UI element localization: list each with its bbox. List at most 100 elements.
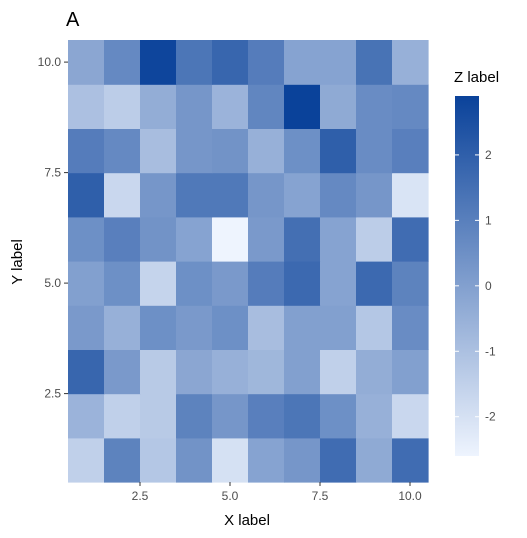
- y-axis-title: Y label: [9, 239, 26, 285]
- heatmap-cell: [392, 216, 429, 262]
- heatmap-cell: [212, 261, 249, 306]
- heatmap-cell: [284, 437, 321, 483]
- heatmap-cell: [212, 128, 249, 174]
- heatmap-cell: [356, 437, 393, 483]
- heatmap-cell: [392, 261, 429, 306]
- heatmap-cell: [320, 393, 357, 439]
- heatmap-cell: [392, 393, 429, 439]
- heatmap-cell: [176, 172, 213, 218]
- y-tick-label: 2.5: [44, 387, 61, 401]
- legend-tick-label: -2: [485, 410, 496, 424]
- heatmap-cell: [140, 349, 177, 395]
- heatmap-cell: [104, 305, 141, 350]
- heatmap-cell: [212, 216, 249, 262]
- heatmap-cell: [284, 305, 321, 350]
- heatmap-cell: [68, 40, 105, 85]
- heatmap-cell: [392, 305, 429, 350]
- heatmap-cell: [104, 349, 141, 395]
- y-axis: 2.5 5.0 7.5 10.0: [38, 55, 68, 401]
- heatmap-cell: [176, 84, 213, 129]
- heatmap-cell: [248, 261, 285, 306]
- heatmap-cell: [68, 349, 105, 395]
- heatmap-cell: [104, 261, 141, 306]
- heatmap-cell: [176, 216, 213, 262]
- heatmap-cell: [140, 393, 177, 439]
- heatmap-cell: [212, 172, 249, 218]
- legend-tick-label: 2: [485, 148, 492, 162]
- heatmap-cell: [140, 84, 177, 129]
- heatmap-cell: [104, 437, 141, 483]
- y-tick-label: 5.0: [44, 276, 61, 290]
- color-legend: Z label 2 1 0 -1 -2: [454, 69, 499, 456]
- heatmap-cell: [392, 128, 429, 174]
- heatmap-cell: [248, 393, 285, 439]
- legend-title: Z label: [454, 69, 499, 86]
- heatmap-cell: [356, 393, 393, 439]
- y-tick-label: 7.5: [44, 166, 61, 180]
- x-tick-label: 5.0: [222, 489, 239, 503]
- heatmap-cell: [68, 172, 105, 218]
- heatmap-cell: [68, 128, 105, 174]
- heatmap-cell: [356, 172, 393, 218]
- heatmap-cell: [248, 84, 285, 129]
- heatmap-cell: [140, 437, 177, 483]
- heatmap-cell: [140, 261, 177, 306]
- heatmap-cell: [392, 437, 429, 483]
- heatmap-cell: [392, 172, 429, 218]
- heatmap-cell: [176, 40, 213, 85]
- legend-tick-label: 1: [485, 213, 492, 227]
- heatmap-cell: [140, 172, 177, 218]
- heatmap-cell: [320, 305, 357, 350]
- legend-tick-label: -1: [485, 344, 496, 358]
- heatmap-cell: [284, 84, 321, 129]
- heatmap-cell: [248, 437, 285, 483]
- heatmap-cell: [176, 349, 213, 395]
- heatmap-cell: [284, 216, 321, 262]
- heatmap-cell: [320, 437, 357, 483]
- legend-tick-label: 0: [485, 279, 492, 293]
- heatmap-cell: [212, 349, 249, 395]
- x-tick-label: 10.0: [398, 489, 422, 503]
- heatmap-cell: [176, 393, 213, 439]
- heatmap-cell: [248, 305, 285, 350]
- y-tick-label: 10.0: [38, 55, 62, 69]
- heatmap-cell: [392, 40, 429, 85]
- heatmap-cell: [104, 393, 141, 439]
- heatmap-cell: [176, 305, 213, 350]
- heatmap-cell: [284, 393, 321, 439]
- heatmap-cell: [104, 172, 141, 218]
- heatmap-cell: [356, 305, 393, 350]
- heatmap-cell: [140, 216, 177, 262]
- heatmap-cell: [356, 40, 393, 85]
- heatmap-cell: [320, 40, 357, 85]
- heatmap-cell: [320, 216, 357, 262]
- x-axis: 2.5 5.0 7.5 10.0: [132, 482, 422, 503]
- heatmap-cell: [248, 40, 285, 85]
- heatmap-cell: [212, 437, 249, 483]
- heatmap-cell: [68, 216, 105, 262]
- panel-tag: A: [66, 9, 80, 31]
- heatmap-cell: [356, 128, 393, 174]
- heatmap-cell: [212, 305, 249, 350]
- heatmap-cell: [68, 305, 105, 350]
- heatmap-cell: [176, 261, 213, 306]
- heatmap-cell: [284, 172, 321, 218]
- heatmap-cell: [68, 437, 105, 483]
- heatmap-cell: [392, 84, 429, 129]
- heatmap-cell: [320, 128, 357, 174]
- heatmap-cell: [284, 128, 321, 174]
- heatmap-cell: [104, 216, 141, 262]
- heatmap-cell: [140, 128, 177, 174]
- heatmap-cell: [392, 349, 429, 395]
- heatmap-cell: [248, 216, 285, 262]
- heatmap-cell: [284, 349, 321, 395]
- heatmap-cell: [356, 216, 393, 262]
- x-axis-title: X label: [224, 512, 270, 529]
- heatmap-cell: [212, 393, 249, 439]
- x-tick-label: 7.5: [312, 489, 329, 503]
- legend-colorbar: [455, 96, 479, 456]
- heatmap-cell: [176, 437, 213, 483]
- heatmap-cell: [320, 84, 357, 129]
- heatmap-cell: [104, 84, 141, 129]
